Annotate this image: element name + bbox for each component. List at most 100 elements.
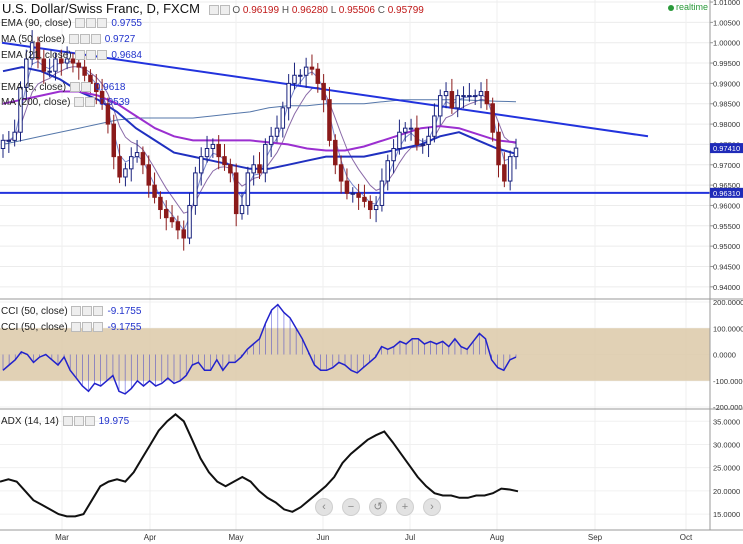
candle-body bbox=[194, 173, 197, 206]
candle-body bbox=[357, 193, 360, 197]
candle-body bbox=[409, 128, 412, 129]
candle-body bbox=[316, 69, 319, 83]
indicator-ema21[interactable]: EMA (21, close) 0.9684 bbox=[1, 50, 142, 61]
gear-icon[interactable] bbox=[82, 322, 92, 332]
candle-body bbox=[468, 96, 471, 97]
month-label: Aug bbox=[490, 533, 504, 542]
eye-icon[interactable] bbox=[75, 18, 85, 28]
price-tick-label: 0.95000 bbox=[713, 242, 740, 251]
candle-body bbox=[503, 165, 506, 181]
candle-body bbox=[386, 161, 389, 181]
candle-body bbox=[281, 108, 284, 128]
indicator-label: MA (50, close) bbox=[1, 34, 65, 45]
candle-body bbox=[7, 140, 10, 141]
month-label: May bbox=[228, 533, 243, 542]
candle-body bbox=[275, 128, 278, 136]
gear-icon[interactable] bbox=[86, 18, 96, 28]
close-icon[interactable] bbox=[85, 416, 95, 426]
candle-body bbox=[77, 63, 80, 67]
realtime-indicator: realtime bbox=[668, 2, 708, 12]
settings-icon[interactable] bbox=[209, 5, 219, 15]
candle-body bbox=[450, 92, 453, 108]
adx-tick-label: 15.0000 bbox=[713, 510, 740, 519]
candle-body bbox=[299, 75, 302, 76]
candle-body bbox=[164, 210, 167, 218]
eye-icon[interactable] bbox=[71, 322, 81, 332]
eye-icon[interactable] bbox=[74, 97, 84, 107]
candle-body bbox=[176, 222, 179, 230]
low-value: 0.95506 bbox=[339, 5, 375, 16]
candle-body bbox=[497, 132, 500, 165]
high-value: 0.96280 bbox=[292, 5, 328, 16]
cci-tick-label: 0.0000 bbox=[713, 351, 736, 360]
close-value: 0.95799 bbox=[388, 5, 424, 16]
price-tick-label: 0.99500 bbox=[713, 59, 740, 68]
candle-body bbox=[199, 157, 202, 173]
last-price-tag: 0.97410 bbox=[713, 144, 740, 153]
gear-icon[interactable] bbox=[85, 97, 95, 107]
gear-icon[interactable] bbox=[74, 416, 84, 426]
candle-body bbox=[48, 71, 51, 72]
close-icon[interactable] bbox=[93, 322, 103, 332]
indicator-label: CCI (50, close) bbox=[1, 322, 68, 333]
gear-icon[interactable] bbox=[86, 50, 96, 60]
candle-body bbox=[170, 218, 173, 222]
candle-body bbox=[392, 149, 395, 161]
candle-body bbox=[380, 181, 383, 205]
eye-icon[interactable] bbox=[63, 416, 73, 426]
zoom-in-button[interactable]: + bbox=[396, 498, 414, 516]
indicator-ma50[interactable]: MA (50, close) 0.9727 bbox=[1, 34, 135, 45]
adx-tick-label: 35.0000 bbox=[713, 417, 740, 426]
gear-icon[interactable] bbox=[81, 82, 91, 92]
indicator-ma200[interactable]: MA (200, close) 0.9539 bbox=[1, 97, 130, 108]
candle-body bbox=[374, 205, 377, 209]
candle-body bbox=[240, 205, 243, 213]
eye-icon[interactable] bbox=[69, 34, 79, 44]
candle-body bbox=[141, 153, 144, 165]
indicator-label: EMA (5, close) bbox=[1, 82, 66, 93]
support-price-tag: 0.96310 bbox=[713, 189, 740, 198]
adx-line bbox=[0, 414, 518, 516]
candle-body bbox=[1, 140, 4, 148]
close-icon[interactable] bbox=[91, 34, 101, 44]
candle-body bbox=[19, 87, 22, 132]
price-tick-label: 0.96000 bbox=[713, 201, 740, 210]
indicator-value: 0.9684 bbox=[111, 50, 142, 61]
compare-icon[interactable] bbox=[220, 5, 230, 15]
candle-body bbox=[159, 197, 162, 209]
indicator-ema90[interactable]: EMA (90, close) 0.9755 bbox=[1, 18, 142, 29]
candle-body bbox=[462, 96, 465, 97]
indicator-label: MA (200, close) bbox=[1, 97, 70, 108]
candle-body bbox=[403, 128, 406, 132]
indicator-adx[interactable]: ADX (14, 14) 19.975 bbox=[1, 416, 129, 427]
reset-button[interactable]: ↺ bbox=[369, 498, 387, 516]
scroll-left-button[interactable]: ‹ bbox=[315, 498, 333, 516]
indicator-cci-2[interactable]: CCI (50, close) -9.1755 bbox=[1, 322, 141, 333]
zoom-out-button[interactable]: − bbox=[342, 498, 360, 516]
candle-body bbox=[334, 140, 337, 164]
close-icon[interactable] bbox=[93, 306, 103, 316]
eye-icon[interactable] bbox=[75, 50, 85, 60]
indicator-ema5[interactable]: EMA (5, close) 0.9618 bbox=[1, 82, 125, 93]
indicator-value: 0.9618 bbox=[95, 82, 126, 93]
indicator-cci-1[interactable]: CCI (50, close) -9.1755 bbox=[1, 306, 141, 317]
close-icon[interactable] bbox=[97, 18, 107, 28]
eye-icon[interactable] bbox=[70, 82, 80, 92]
candle-body bbox=[514, 148, 517, 157]
price-tick-label: 0.99000 bbox=[713, 79, 740, 88]
candle-body bbox=[433, 116, 436, 136]
month-label: Jul bbox=[405, 533, 415, 542]
candle-body bbox=[398, 132, 401, 148]
gear-icon[interactable] bbox=[82, 306, 92, 316]
scroll-right-button[interactable]: › bbox=[423, 498, 441, 516]
candle-body bbox=[153, 185, 156, 197]
gear-icon[interactable] bbox=[80, 34, 90, 44]
close-icon[interactable] bbox=[97, 50, 107, 60]
eye-icon[interactable] bbox=[71, 306, 81, 316]
month-label: Oct bbox=[680, 533, 693, 542]
candle-body bbox=[293, 75, 296, 83]
ohlc-readout: O 0.96199 H 0.96280 L 0.95506 C 0.95799 bbox=[208, 5, 424, 16]
candle-body bbox=[427, 136, 430, 144]
indicator-value: -9.1755 bbox=[107, 322, 141, 333]
cci-band bbox=[0, 328, 710, 381]
